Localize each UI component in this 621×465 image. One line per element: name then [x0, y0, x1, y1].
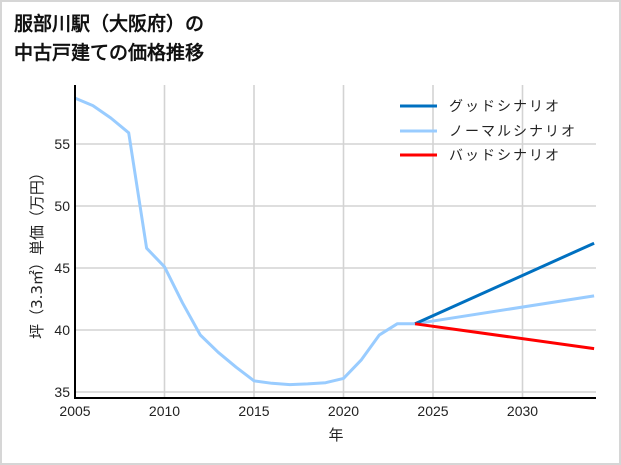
y-tick-label: 35	[54, 384, 70, 400]
chart-title-line1: 服部川駅（大阪府）の	[14, 13, 205, 35]
x-axis-label: 年	[328, 426, 343, 444]
x-tick-label: 2025	[417, 403, 448, 419]
data-series	[74, 96, 595, 387]
y-axis-ticks: 35 40 45 50 55	[54, 136, 70, 400]
y-tick-label: 45	[54, 260, 70, 276]
axes	[74, 85, 596, 399]
legend-label-normal: ノーマルシナリオ	[449, 124, 577, 140]
x-tick-label: 2015	[238, 403, 269, 419]
x-tick-label: 2010	[149, 403, 180, 419]
grid-lines	[75, 85, 596, 398]
series-line	[414, 322, 595, 351]
y-tick-label: 55	[54, 136, 70, 152]
legend-label-bad: バッドシナリオ	[449, 148, 561, 164]
x-axis-ticks: 2005 2010 2015 2020 2025 2030	[59, 403, 538, 419]
legend-label-good: グッドシナリオ	[449, 99, 561, 115]
y-axis-label: 坪（3.3㎡）単価（万円）	[28, 165, 46, 339]
legend: グッドシナリオ ノーマルシナリオ バッドシナリオ	[400, 99, 577, 164]
x-tick-label: 2030	[507, 403, 538, 419]
y-tick-label: 40	[54, 322, 70, 338]
chart-title-line2: 中古戸建ての価格推移	[14, 42, 205, 64]
series-line	[414, 241, 595, 326]
x-tick-label: 2005	[59, 403, 90, 419]
y-tick-label: 50	[54, 198, 70, 214]
x-tick-label: 2020	[328, 403, 359, 419]
chart-title: 服部川駅（大阪府）の 中古戸建ての価格推移	[14, 10, 204, 68]
series-line	[74, 96, 595, 387]
